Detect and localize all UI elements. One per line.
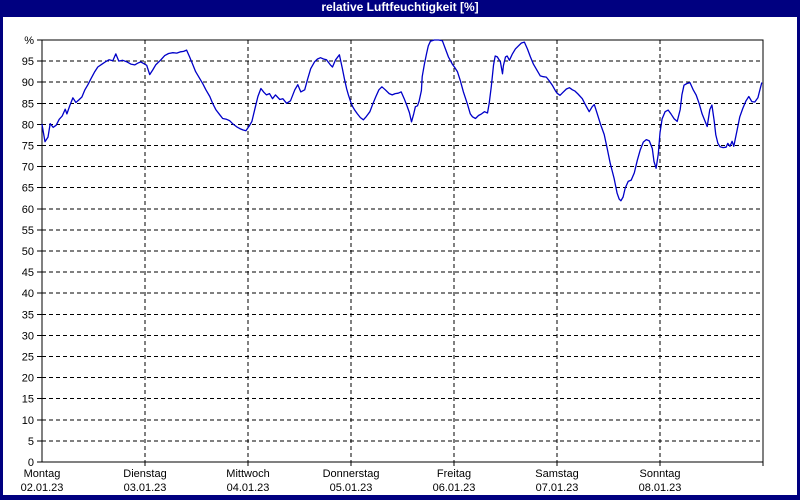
svg-text:70: 70 <box>22 162 34 174</box>
svg-text:15: 15 <box>22 394 34 406</box>
chart-title-bar: relative Luftfeuchtigkeit [%] <box>3 0 797 17</box>
svg-text:60: 60 <box>22 204 34 216</box>
svg-text:40: 40 <box>22 288 34 300</box>
svg-text:80: 80 <box>22 119 34 131</box>
svg-text:Montag: Montag <box>24 468 61 480</box>
svg-text:90: 90 <box>22 77 34 89</box>
svg-text:25: 25 <box>22 352 34 364</box>
svg-text:Sonntag: Sonntag <box>640 468 681 480</box>
svg-text:Samstag: Samstag <box>535 468 578 480</box>
svg-text:85: 85 <box>22 98 34 110</box>
svg-text:Dienstag: Dienstag <box>123 468 166 480</box>
svg-text:06.01.23: 06.01.23 <box>433 482 476 494</box>
svg-text:35: 35 <box>22 309 34 321</box>
svg-text:05.01.23: 05.01.23 <box>330 482 373 494</box>
svg-text:02.01.23: 02.01.23 <box>21 482 64 494</box>
svg-text:30: 30 <box>22 330 34 342</box>
svg-text:10: 10 <box>22 415 34 427</box>
svg-text:07.01.23: 07.01.23 <box>536 482 579 494</box>
svg-text:Donnerstag: Donnerstag <box>323 468 380 480</box>
svg-text:55: 55 <box>22 225 34 237</box>
humidity-line-chart: 0 5 10 15 20 25 30 35 40 45 50 55 60 65 70 75 80 85 90 95% M… <box>21 35 764 494</box>
svg-text:20: 20 <box>22 373 34 385</box>
svg-text:03.01.23: 03.01.23 <box>124 482 167 494</box>
svg-text:04.01.23: 04.01.23 <box>227 482 270 494</box>
svg-text:75: 75 <box>22 141 34 153</box>
svg-text:Mittwoch: Mittwoch <box>226 468 269 480</box>
svg-text:50: 50 <box>22 246 34 258</box>
svg-text:95: 95 <box>22 56 34 68</box>
chart-title: relative Luftfeuchtigkeit [%] <box>321 0 479 14</box>
svg-text:Freitag: Freitag <box>437 468 471 480</box>
svg-text:5: 5 <box>28 436 34 448</box>
svg-text:%: % <box>24 35 34 47</box>
svg-text:65: 65 <box>22 183 34 195</box>
svg-text:0: 0 <box>28 457 34 469</box>
svg-text:08.01.23: 08.01.23 <box>639 482 682 494</box>
svg-text:45: 45 <box>22 267 34 279</box>
